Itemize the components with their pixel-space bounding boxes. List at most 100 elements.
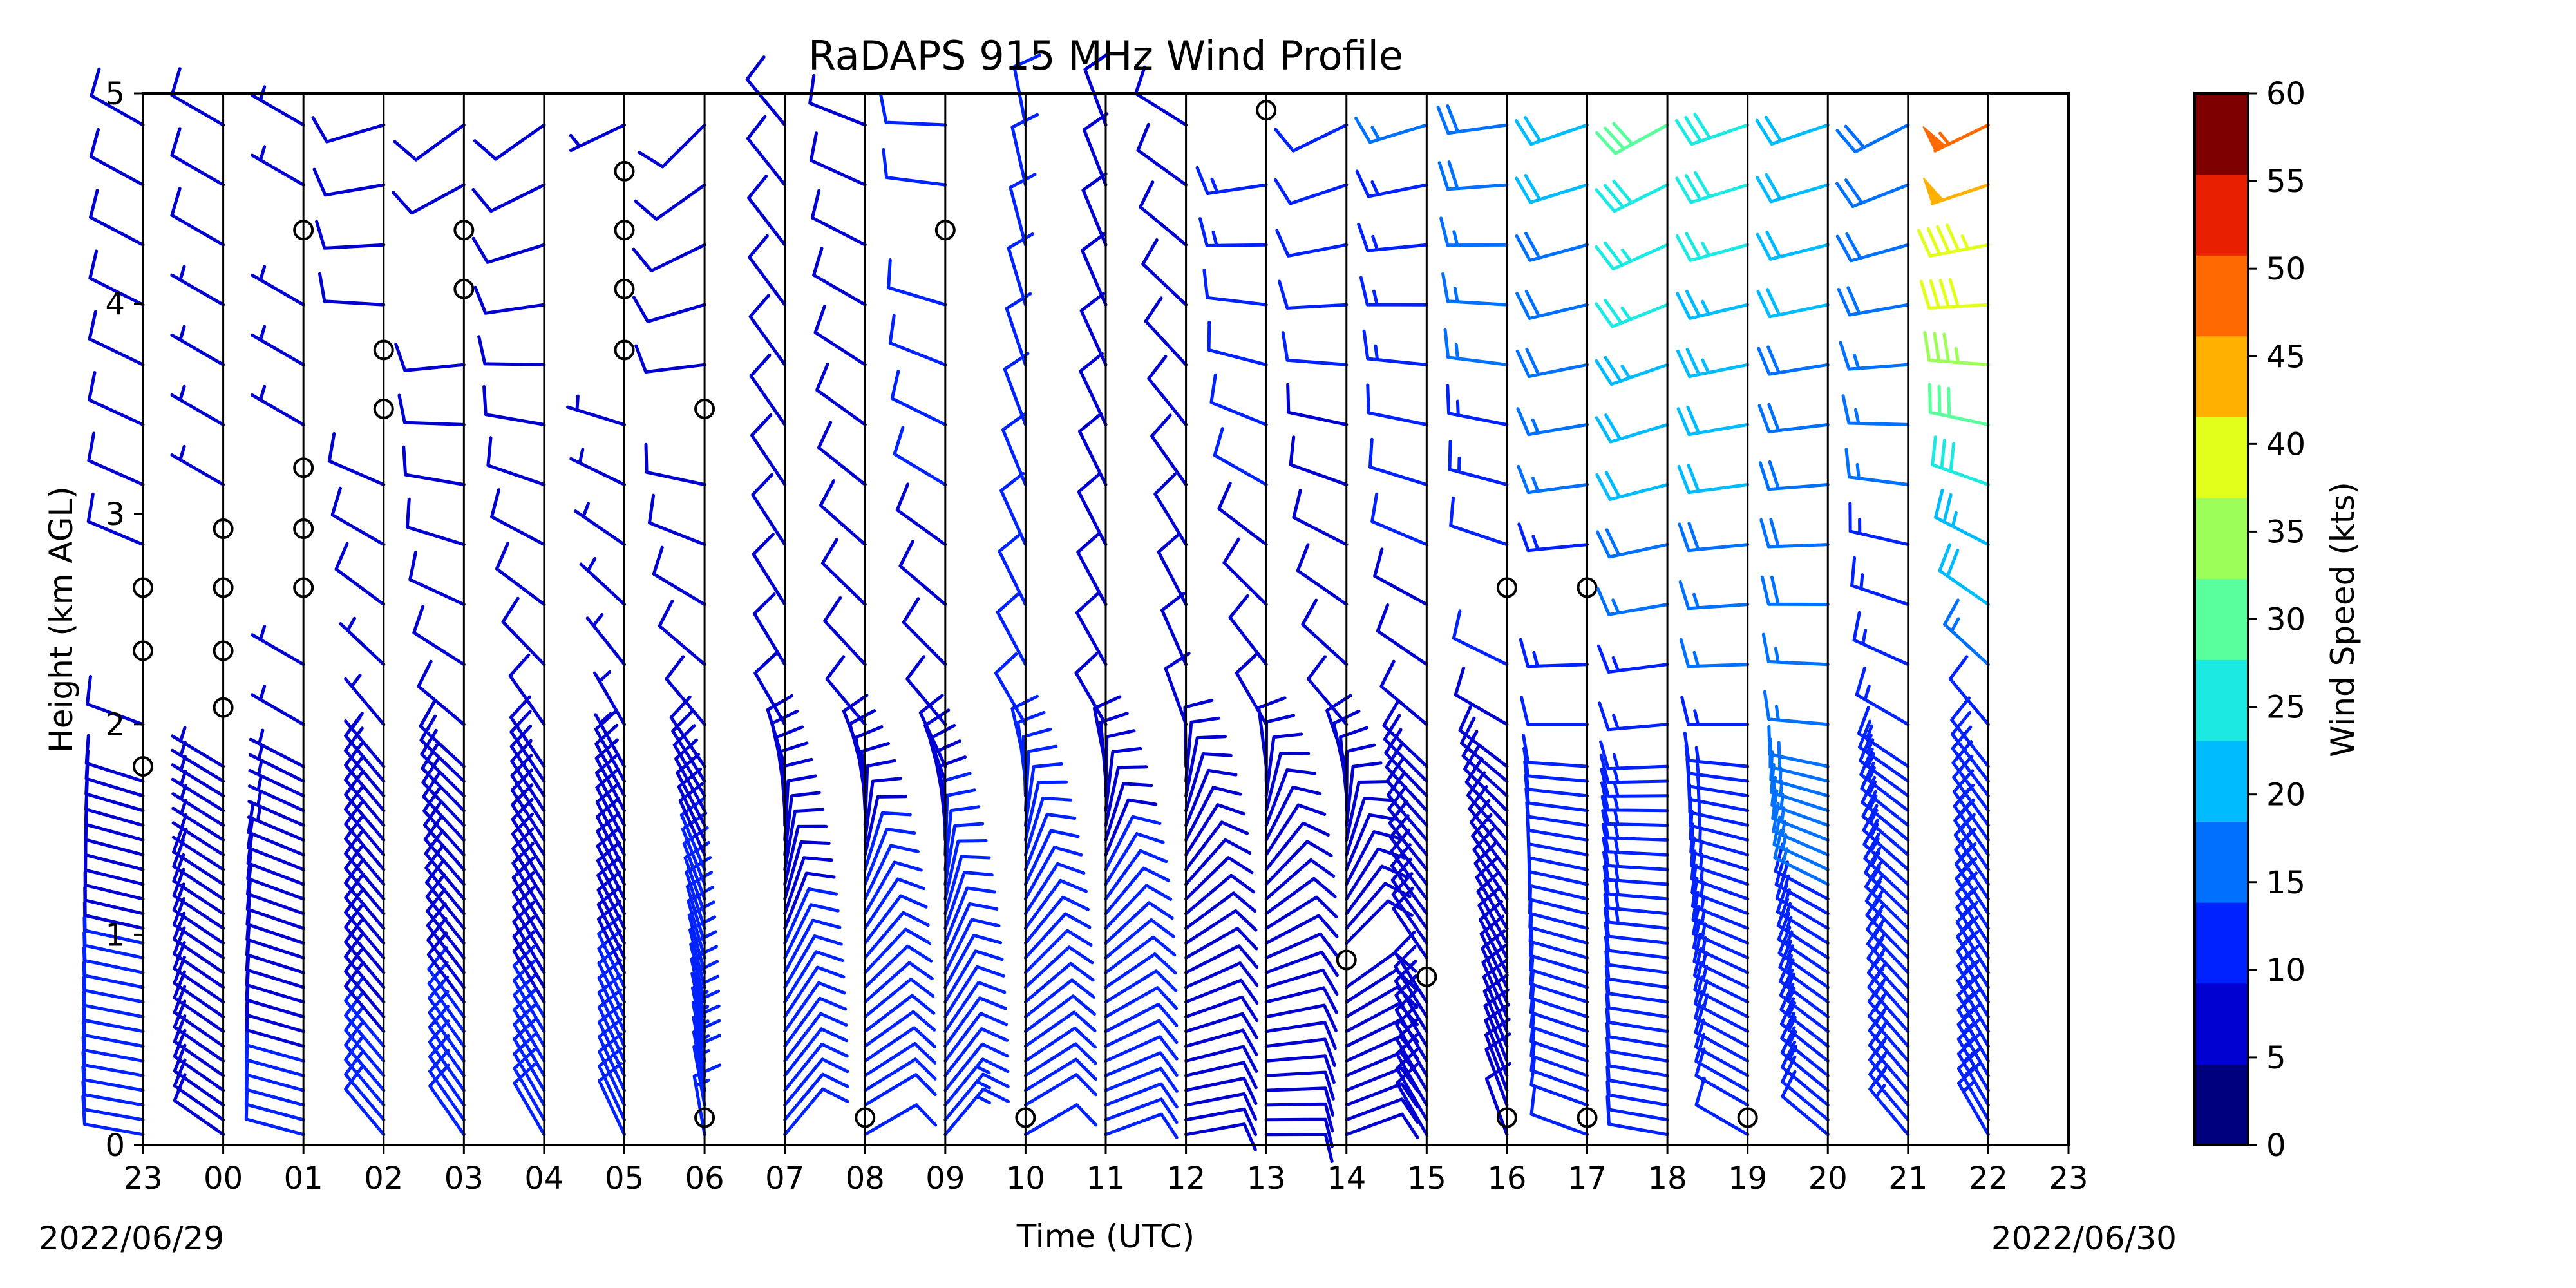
- y-axis-label: Height (km AGL): [43, 486, 80, 753]
- wind-barb: [1756, 230, 1830, 261]
- x-tick-label: 16: [1487, 1160, 1526, 1197]
- wind-barb: [1104, 952, 1177, 989]
- wind-barb: [658, 600, 706, 667]
- wind-barb: [812, 247, 867, 307]
- colorbar-segment: [2195, 417, 2248, 498]
- wind-barb: [428, 1005, 466, 1077]
- wind-profile-column: [170, 67, 234, 1137]
- wind-barb: [1023, 762, 1063, 828]
- wind-barb: [1104, 1082, 1179, 1109]
- wind-barb: [1390, 843, 1428, 916]
- wind-barb: [1950, 711, 1990, 783]
- wind-barb: [943, 965, 1005, 1019]
- wind-barb: [1603, 878, 1669, 916]
- end-date-label: 2022/06/30: [1991, 1220, 2177, 1257]
- wind-barb: [1923, 331, 1990, 366]
- colorbar-tick-label: 5: [2266, 1040, 2286, 1076]
- wind-barb: [1595, 241, 1669, 271]
- wind-barb: [473, 285, 546, 315]
- wind-barb: [817, 421, 867, 486]
- wind-barb: [994, 652, 1027, 726]
- colorbar-tick-label: 35: [2266, 514, 2306, 550]
- wind-barb: [863, 1026, 936, 1063]
- wind-barb: [783, 950, 844, 1004]
- wind-barb: [943, 1012, 1009, 1063]
- wind-barb: [1139, 180, 1188, 247]
- wind-barb: [1599, 740, 1669, 771]
- wind-profile-column: [1436, 104, 1517, 1137]
- wind-barb: [424, 844, 466, 916]
- wind-barb: [428, 975, 466, 1048]
- wind-barb: [898, 540, 947, 607]
- wind-barb: [1676, 405, 1750, 437]
- wind-barb: [471, 236, 546, 264]
- wind-barb: [1515, 347, 1589, 378]
- wind-barb: [170, 187, 225, 247]
- wind-barb: [890, 370, 947, 426]
- wind-barb: [84, 734, 145, 783]
- wind-barb: [428, 1034, 466, 1107]
- wind-barb: [1184, 909, 1258, 945]
- wind-barb: [1388, 814, 1428, 886]
- wind-barb: [669, 695, 706, 768]
- wind-barb: [1274, 178, 1349, 205]
- wind-barb: [943, 855, 991, 916]
- wind-barb: [1443, 328, 1509, 366]
- wind-barb: [1758, 460, 1830, 491]
- wind-barb: [1264, 968, 1339, 996]
- wind-barb: [1376, 603, 1428, 667]
- wind-barb: [1104, 832, 1165, 886]
- wind-barb: [632, 243, 706, 272]
- wind-barb: [863, 1042, 937, 1077]
- wind-barb: [863, 777, 902, 842]
- wind-barb: [1264, 840, 1333, 886]
- wind-barb: [943, 886, 996, 945]
- wind-barb: [247, 790, 305, 828]
- wind-barb: [1023, 829, 1080, 886]
- wind-barb: [344, 800, 386, 871]
- wind-barb: [1104, 815, 1162, 871]
- wind-barb: [863, 877, 925, 931]
- wind-barb: [473, 123, 546, 161]
- wind-barb: [428, 990, 466, 1063]
- wind-barb: [1927, 383, 1990, 426]
- wind-barb: [344, 770, 386, 842]
- x-tick-label: 07: [765, 1160, 804, 1197]
- colorbar-segment: [2195, 578, 2248, 660]
- wind-barb: [1767, 724, 1830, 768]
- wind-barb: [1104, 935, 1177, 974]
- wind-barb: [752, 533, 787, 607]
- colorbar-segment: [2195, 821, 2248, 903]
- wind-profile-column: [1917, 123, 1990, 1137]
- wind-barb: [1950, 696, 1990, 768]
- wind-barb: [1931, 435, 1990, 486]
- wind-barb: [344, 1065, 386, 1137]
- wind-barb: [1357, 222, 1428, 252]
- wind-barb: [888, 314, 947, 366]
- wind-barb-pennant: [1922, 126, 1947, 152]
- wind-barb: [943, 822, 985, 886]
- wind-barb: [419, 714, 466, 783]
- wind-barb: [1157, 532, 1188, 607]
- wind-barb: [879, 93, 947, 127]
- wind-barb: [87, 431, 145, 486]
- wind-barb: [344, 674, 386, 726]
- wind-barb: [423, 815, 466, 886]
- wind-barb: [1522, 734, 1589, 768]
- wind-barb: [86, 492, 145, 547]
- wind-profile-column: [1134, 65, 1259, 1151]
- wind-barb: [1837, 286, 1910, 317]
- wind-barb: [344, 962, 386, 1034]
- wind-barb: [311, 116, 386, 144]
- wind-barb: [495, 542, 546, 607]
- wind-barb: [1852, 611, 1910, 667]
- wind-barb: [943, 996, 1007, 1048]
- wind-barb: [1761, 632, 1830, 667]
- wind-barb: [1184, 803, 1246, 857]
- wind-barb: [863, 911, 930, 960]
- wind-barb: [1366, 383, 1428, 426]
- wind-barb: [665, 655, 706, 726]
- wind-barb: [1075, 592, 1108, 667]
